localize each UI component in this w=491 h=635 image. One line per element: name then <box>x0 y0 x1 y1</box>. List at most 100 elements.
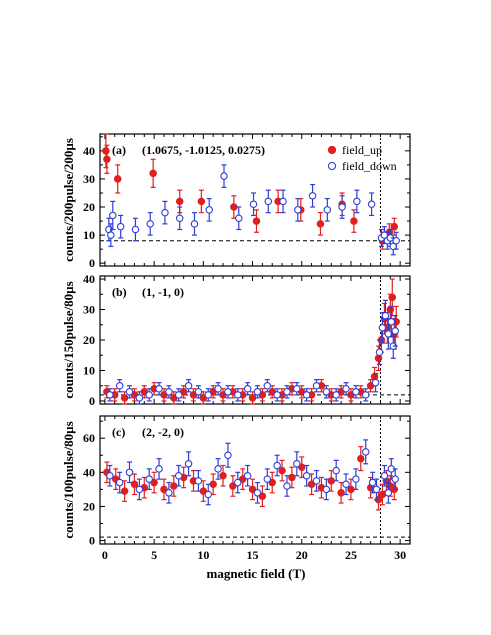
y-tick-label: 60 <box>83 431 95 445</box>
data-point-field-down <box>391 475 399 483</box>
data-point-field-down <box>175 214 184 223</box>
data-point-field-down <box>204 490 213 499</box>
y-tick-label: 40 <box>83 465 95 479</box>
y-tick-label: 10 <box>83 363 95 377</box>
data-point-field-down <box>283 388 291 396</box>
data-point-field-down <box>279 197 287 206</box>
data-point-field-up <box>229 482 237 490</box>
series-field_up <box>102 133 399 250</box>
y-tick-label: 30 <box>83 303 95 317</box>
data-point-field-up <box>258 492 267 500</box>
panel-hkl-label: (1, -1, 0) <box>142 285 184 299</box>
series-field_down <box>106 299 399 405</box>
data-point-field-up <box>337 489 345 497</box>
data-point-field-down <box>115 381 124 390</box>
series-field_down <box>105 164 400 256</box>
data-point-field-down <box>146 220 154 228</box>
data-point-field-down <box>165 388 173 396</box>
data-point-field-down <box>263 381 272 390</box>
panel-1: 0 10 20 30 40 (a) (1.0675, -1.0125, 0.0275) cou… <box>61 133 411 270</box>
y-tick-label: 10 <box>83 228 95 242</box>
data-point-field-up <box>150 478 158 487</box>
data-point-field-down <box>312 381 321 390</box>
legend-marker-field_up <box>327 145 337 155</box>
data-point-field-up <box>120 487 129 495</box>
data-point-field-up <box>388 293 397 302</box>
y-tick-label: 30 <box>83 172 95 186</box>
x-tick-label: 5 <box>151 548 157 562</box>
x-tick-label: 20 <box>296 548 308 562</box>
data-point-field-down <box>381 311 390 320</box>
data-point-field-up <box>197 197 206 206</box>
data-point-field-down <box>243 385 252 393</box>
data-point-field-down <box>194 388 203 396</box>
data-point-field-down <box>302 391 311 399</box>
data-point-field-up <box>103 155 111 164</box>
data-point-field-up <box>350 217 358 225</box>
data-point-field-down <box>294 206 302 214</box>
data-point-field-up <box>347 485 355 494</box>
data-point-field-down <box>308 192 317 200</box>
data-point-field-down <box>145 475 153 483</box>
data-point-field-down <box>312 477 321 485</box>
y-tick-label: 40 <box>83 144 95 158</box>
data-point-field-up <box>248 485 257 494</box>
data-point-field-down <box>361 448 370 456</box>
panel-3: 0 20 40 60 0 5 10 15 20 25 30 (c) (2, -2, 0) counts/1… <box>61 415 411 562</box>
plot-frame <box>99 415 411 545</box>
y-tick-label: 20 <box>83 499 95 513</box>
data-point-field-down <box>194 477 203 485</box>
data-point-field-down <box>125 468 134 477</box>
data-point-field-down <box>263 475 272 483</box>
data-point-field-up <box>130 480 139 489</box>
data-point-field-up <box>120 394 129 402</box>
data-point-field-up <box>219 471 227 480</box>
data-point-field-down <box>135 394 144 402</box>
data-point-field-down <box>131 225 140 234</box>
data-point-field-up <box>297 463 306 471</box>
data-point-field-down <box>384 489 393 497</box>
data-point-field-down <box>214 465 222 473</box>
data-point-field-down <box>283 482 291 490</box>
data-point-field-down <box>302 471 311 480</box>
data-point-field-down <box>293 460 301 468</box>
data-point-field-down <box>184 381 193 390</box>
legend-marker-field_down <box>327 161 337 171</box>
data-point-field-down <box>253 489 262 497</box>
y-tick-label: 0 <box>89 534 95 548</box>
y-tick-label: 0 <box>89 256 95 270</box>
x-tick-label: 15 <box>247 548 259 562</box>
data-point-field-down <box>273 391 281 399</box>
data-point-field-up <box>248 394 257 402</box>
data-point-field-up <box>327 477 336 485</box>
data-point-field-down <box>367 200 376 208</box>
data-point-field-down <box>115 478 124 487</box>
data-point-field-down <box>273 461 281 470</box>
data-point-field-up <box>288 473 296 482</box>
data-point-field-down <box>116 222 125 231</box>
data-point-field-up <box>230 203 238 211</box>
data-point-field-down <box>387 317 396 326</box>
x-tick-label: 25 <box>345 548 357 562</box>
data-point-field-down <box>214 385 222 393</box>
data-point-field-up <box>113 175 122 183</box>
data-point-field-down <box>106 471 114 480</box>
data-point-field-down <box>332 391 340 399</box>
legend-label-field_up: field_up <box>342 143 382 157</box>
panel-hkl-label: (1.0675, -1.0125, 0.0275) <box>142 143 265 157</box>
data-point-field-up <box>268 478 276 487</box>
data-point-field-down <box>338 203 346 211</box>
data-point-field-down <box>109 211 117 220</box>
legend-label-field_down: field_down <box>342 159 397 173</box>
series-field_down <box>106 439 399 506</box>
data-point-field-up <box>170 482 178 490</box>
data-point-field-up <box>209 480 217 489</box>
data-point-field-down <box>322 388 331 396</box>
data-point-field-down <box>165 489 173 497</box>
data-point-field-down <box>107 231 115 239</box>
data-point-field-up <box>102 147 110 155</box>
data-point-field-down <box>380 471 389 480</box>
data-point-field-up <box>374 354 383 363</box>
data-point-field-down <box>224 388 232 396</box>
